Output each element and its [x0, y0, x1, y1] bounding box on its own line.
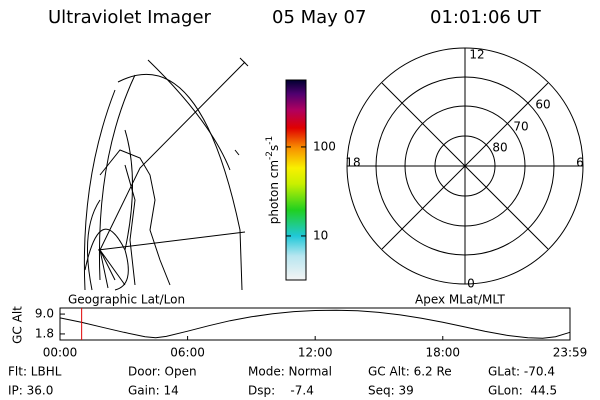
y-tick-label: 9.0	[35, 307, 54, 321]
polar-label: 6	[576, 156, 584, 170]
globe	[83, 57, 249, 291]
altitude-label: GC Alt	[11, 306, 25, 344]
altitude-line	[59, 309, 571, 339]
x-tick-label: 06:00	[170, 346, 205, 360]
colorbar-tick-label: 100	[313, 139, 336, 153]
ring-label: 60	[535, 98, 550, 112]
x-tick-label: 18:00	[425, 346, 460, 360]
time: 01:01:06 UT	[430, 7, 542, 28]
info-field: IP: 36.0	[8, 384, 53, 398]
ring-label: 80	[492, 141, 507, 155]
y-tick-label: 1.8	[35, 326, 54, 340]
x-tick-label: 12:00	[298, 346, 333, 360]
info-field: Mode: Normal	[248, 365, 332, 379]
polar-label: 18	[345, 156, 360, 170]
info-field: Gain: 14	[128, 384, 179, 398]
panel-label: Geographic Lat/Lon	[68, 293, 185, 307]
info-field: Seq: 39	[368, 384, 414, 398]
info-field: Dsp: -7.4	[248, 384, 314, 398]
title: Ultraviolet Imager	[48, 7, 212, 28]
info-field: Flt: LBHL	[8, 365, 62, 379]
info-field: GLon: 44.5	[488, 384, 557, 398]
polar-grid	[346, 47, 584, 285]
polar-label: 0	[467, 277, 475, 291]
info-field: GC Alt: 6.2 Re	[368, 365, 452, 379]
x-tick-label: 23:59	[553, 346, 588, 360]
colorbar-label: photon cm-2s-1	[265, 136, 281, 225]
x-tick-label: 00:00	[43, 346, 78, 360]
ring-label: 70	[513, 120, 528, 134]
panel-label: Apex MLat/MLT	[415, 293, 505, 307]
info-field: GLat: -70.4	[488, 365, 555, 379]
date: 05 May 07	[272, 7, 366, 28]
colorbar	[285, 79, 307, 281]
info-field: Door: Open	[128, 365, 197, 379]
polar-label: 12	[469, 48, 484, 62]
colorbar-tick-label: 10	[313, 228, 328, 242]
